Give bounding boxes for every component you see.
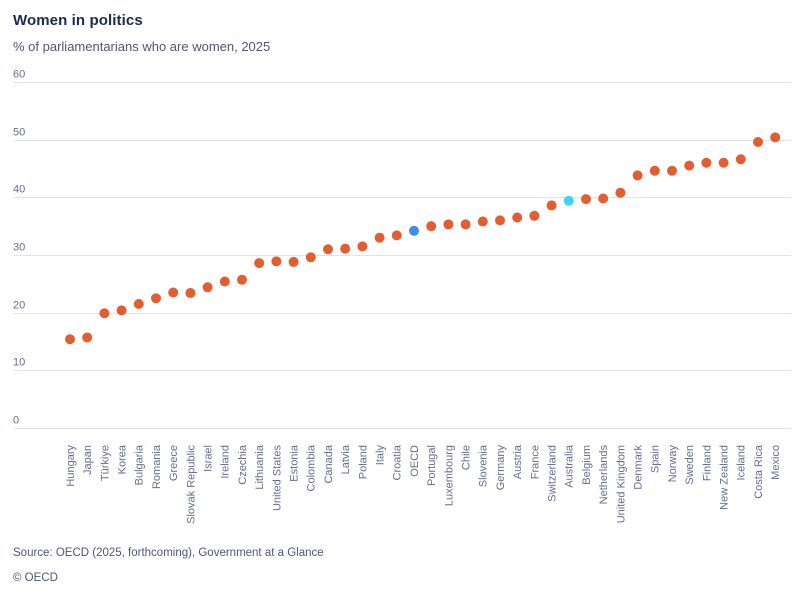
x-axis-label: Israel <box>202 445 214 472</box>
x-axis-label: Spain <box>650 445 662 473</box>
data-point-chile[interactable] <box>460 219 471 230</box>
x-axis-label: Latvia <box>340 444 352 474</box>
x-axis-label: OECD <box>409 445 421 477</box>
y-axis-tick-label: 30 <box>13 242 25 254</box>
y-axis-tick-label: 60 <box>13 69 25 81</box>
x-axis-label: Belgium <box>581 445 593 485</box>
chart-subtitle: % of parliamentarians who are women, 202… <box>13 39 271 54</box>
data-point-colombia[interactable] <box>305 252 316 263</box>
data-point-türkiye[interactable] <box>99 308 110 319</box>
x-axis-label: Austria <box>512 444 524 479</box>
data-point-italy[interactable] <box>374 232 385 243</box>
data-point-netherlands[interactable] <box>598 193 609 204</box>
data-point-ireland[interactable] <box>219 276 230 287</box>
x-axis-label: United States <box>271 445 283 512</box>
x-axis-label: Germany <box>495 445 507 491</box>
data-point-luxembourg[interactable] <box>443 219 454 230</box>
x-axis-label: Estonia <box>288 444 300 482</box>
data-point-korea[interactable] <box>116 305 127 316</box>
x-axis-label: Costa Rica <box>753 444 765 499</box>
x-axis-label: Croatia <box>392 444 404 480</box>
x-axis-label: Switzerland <box>546 445 558 502</box>
x-axis-label: Hungary <box>65 445 77 487</box>
x-axis-label: Romania <box>151 444 163 489</box>
x-axis-label: Mexico <box>770 445 782 480</box>
x-axis-label: Canada <box>323 444 335 483</box>
x-axis-label: Türkiye <box>99 445 111 481</box>
data-point-belgium[interactable] <box>581 194 591 205</box>
data-point-new-zealand[interactable] <box>718 157 729 168</box>
data-point-hungary[interactable] <box>65 334 75 345</box>
data-point-spain[interactable] <box>649 165 660 176</box>
x-axis-label: Colombia <box>306 444 318 491</box>
x-axis-label: Chile <box>460 445 472 470</box>
y-axis-tick-label: 10 <box>13 357 25 369</box>
x-axis-label: Luxembourg <box>443 445 455 506</box>
data-point-france[interactable] <box>529 210 540 221</box>
x-axis-label: Portugal <box>426 445 438 486</box>
data-point-poland[interactable] <box>357 241 368 252</box>
x-axis-label: Finland <box>701 445 713 481</box>
data-point-denmark[interactable] <box>632 170 643 181</box>
x-axis-label: Iceland <box>736 445 748 480</box>
data-point-portugal[interactable] <box>426 221 437 232</box>
data-point-mexico[interactable] <box>770 132 781 143</box>
source-note: Source: OECD (2025, forthcoming), Govern… <box>13 547 324 559</box>
x-axis-label: Denmark <box>632 445 644 490</box>
x-axis-label: Poland <box>357 445 369 479</box>
data-point-bulgaria[interactable] <box>133 299 144 310</box>
data-point-latvia[interactable] <box>340 243 351 254</box>
data-point-oecd[interactable] <box>409 225 419 236</box>
x-axis-label: Lithuania <box>254 444 266 490</box>
data-point-israel[interactable] <box>202 282 213 293</box>
data-point-norway[interactable] <box>667 165 677 176</box>
data-point-slovenia[interactable] <box>477 216 488 227</box>
data-point-czechia[interactable] <box>237 274 247 285</box>
x-axis-label: France <box>529 445 541 479</box>
x-axis-label: New Zealand <box>718 445 730 510</box>
x-axis-label: Korea <box>116 444 128 474</box>
chart-title: Women in politics <box>13 12 143 29</box>
x-axis-label: Italy <box>374 445 386 466</box>
x-axis-label: Czechia <box>237 444 249 485</box>
x-axis-label: Norway <box>667 445 679 483</box>
y-axis-tick-label: 20 <box>13 300 25 312</box>
x-axis-label: Greece <box>168 445 180 481</box>
data-point-sweden[interactable] <box>684 160 695 171</box>
x-axis-label: Slovak Republic <box>185 445 197 524</box>
data-point-australia[interactable] <box>563 195 574 206</box>
data-point-united-kingdom[interactable] <box>615 187 626 198</box>
x-axis-label: Bulgaria <box>134 444 146 485</box>
y-axis-tick-label: 50 <box>13 127 25 139</box>
data-point-germany[interactable] <box>495 215 505 226</box>
x-axis-label: Sweden <box>684 445 696 485</box>
data-point-united-states[interactable] <box>271 256 282 267</box>
data-point-lithuania[interactable] <box>254 258 265 269</box>
y-axis-tick-label: 0 <box>13 415 19 427</box>
women-in-politics-scatter-chart: 0 10 20 30 40 50 60 Hungary Japan Türkiye Korea Bul… <box>13 69 791 524</box>
data-point-slovak-republic[interactable] <box>185 288 196 299</box>
data-point-finland[interactable] <box>701 157 712 168</box>
data-point-iceland[interactable] <box>735 154 746 165</box>
x-axis-label: Slovenia <box>478 444 490 487</box>
x-axis-label: United Kingdom <box>615 445 627 523</box>
data-point-japan[interactable] <box>82 332 93 343</box>
data-point-costa-rica[interactable] <box>753 136 763 147</box>
data-point-estonia[interactable] <box>288 256 299 267</box>
data-point-greece[interactable] <box>168 287 179 298</box>
x-axis-label: Australia <box>564 444 576 488</box>
x-axis-label: Netherlands <box>598 445 610 505</box>
copyright-note: © OECD <box>13 572 58 584</box>
data-point-croatia[interactable] <box>391 230 402 241</box>
x-axis-label: Ireland <box>220 445 232 479</box>
data-point-switzerland[interactable] <box>546 200 557 211</box>
data-point-austria[interactable] <box>512 212 523 223</box>
data-point-canada[interactable] <box>323 244 333 255</box>
y-axis-tick-label: 40 <box>13 184 25 196</box>
x-axis-label: Japan <box>82 445 94 475</box>
data-point-romania[interactable] <box>151 293 161 304</box>
